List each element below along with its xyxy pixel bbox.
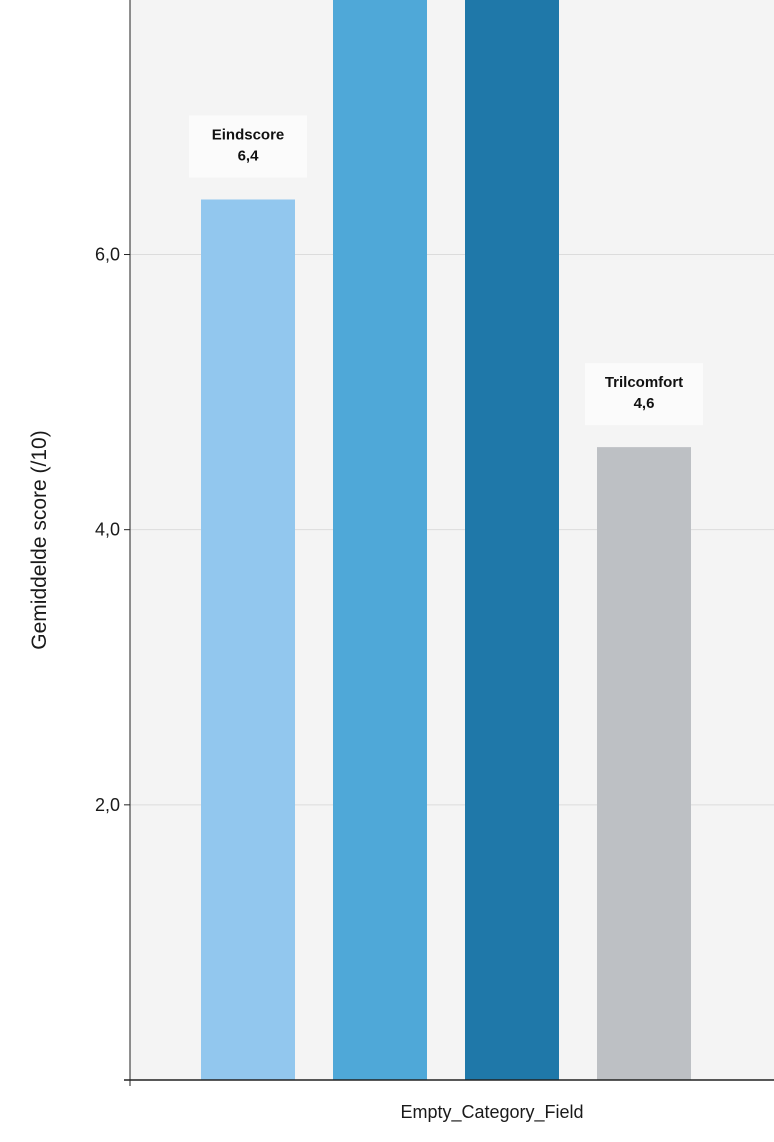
bar — [597, 447, 691, 1080]
data-label-box — [585, 363, 703, 426]
data-label-value: 6,4 — [238, 147, 260, 164]
y-ticks: 2,0 4,0 6,0 — [95, 245, 130, 815]
data-labels: Eindscore 6,4 Trilcomfort 4,6 — [189, 115, 703, 426]
y-tick-label: 4,0 — [95, 520, 120, 540]
y-axis-title: Gemiddelde score (/10) — [28, 430, 51, 649]
bar — [333, 0, 427, 1080]
data-label-series: Trilcomfort — [605, 374, 683, 391]
axes — [124, 0, 774, 1086]
bars — [201, 0, 691, 1080]
y-tick-label: 6,0 — [95, 245, 120, 265]
data-label-value: 4,6 — [634, 395, 655, 412]
data-label-series: Eindscore — [212, 126, 285, 143]
bar — [465, 0, 559, 1080]
data-label-box — [189, 115, 307, 178]
x-category-label: Empty_Category_Field — [400, 1102, 583, 1123]
bar — [201, 199, 295, 1080]
y-tick-label: 2,0 — [95, 795, 120, 815]
